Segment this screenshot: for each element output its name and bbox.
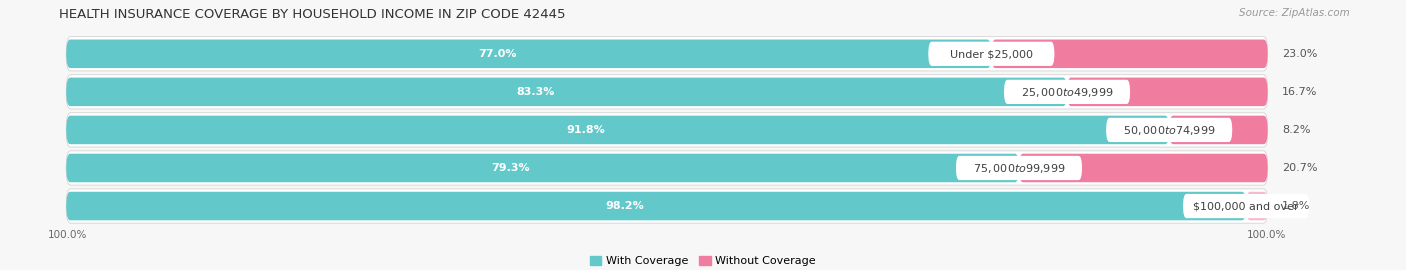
Text: Source: ZipAtlas.com: Source: ZipAtlas.com xyxy=(1239,8,1350,18)
FancyBboxPatch shape xyxy=(66,113,1268,147)
FancyBboxPatch shape xyxy=(1182,194,1309,218)
FancyBboxPatch shape xyxy=(1246,192,1268,220)
FancyBboxPatch shape xyxy=(66,154,1019,182)
Text: 1.8%: 1.8% xyxy=(1282,201,1310,211)
FancyBboxPatch shape xyxy=(1019,154,1268,182)
Text: 23.0%: 23.0% xyxy=(1282,49,1317,59)
FancyBboxPatch shape xyxy=(66,37,1268,71)
Text: $50,000 to $74,999: $50,000 to $74,999 xyxy=(1123,124,1215,137)
Text: 16.7%: 16.7% xyxy=(1282,87,1317,97)
FancyBboxPatch shape xyxy=(956,156,1083,180)
Text: 77.0%: 77.0% xyxy=(478,49,516,59)
Text: 83.3%: 83.3% xyxy=(516,87,554,97)
FancyBboxPatch shape xyxy=(991,39,1268,68)
FancyBboxPatch shape xyxy=(1004,80,1130,104)
Text: $75,000 to $99,999: $75,000 to $99,999 xyxy=(973,162,1066,175)
FancyBboxPatch shape xyxy=(1067,77,1268,106)
Text: 8.2%: 8.2% xyxy=(1282,125,1310,135)
Text: 79.3%: 79.3% xyxy=(492,163,530,173)
Text: 100.0%: 100.0% xyxy=(48,230,87,240)
Text: 100.0%: 100.0% xyxy=(1246,230,1285,240)
FancyBboxPatch shape xyxy=(928,42,1054,66)
Text: $25,000 to $49,999: $25,000 to $49,999 xyxy=(1021,86,1114,99)
FancyBboxPatch shape xyxy=(1170,116,1268,144)
FancyBboxPatch shape xyxy=(66,77,1067,106)
Text: HEALTH INSURANCE COVERAGE BY HOUSEHOLD INCOME IN ZIP CODE 42445: HEALTH INSURANCE COVERAGE BY HOUSEHOLD I… xyxy=(59,8,565,21)
Text: 98.2%: 98.2% xyxy=(605,201,644,211)
FancyBboxPatch shape xyxy=(1107,118,1232,142)
FancyBboxPatch shape xyxy=(66,151,1268,185)
FancyBboxPatch shape xyxy=(66,192,1246,220)
FancyBboxPatch shape xyxy=(66,116,1170,144)
Text: $100,000 and over: $100,000 and over xyxy=(1194,202,1299,212)
FancyBboxPatch shape xyxy=(66,189,1268,223)
Text: 20.7%: 20.7% xyxy=(1282,163,1317,173)
Legend: With Coverage, Without Coverage: With Coverage, Without Coverage xyxy=(586,252,820,270)
FancyBboxPatch shape xyxy=(66,75,1268,109)
Text: 91.8%: 91.8% xyxy=(567,125,606,135)
Text: Under $25,000: Under $25,000 xyxy=(950,49,1033,59)
FancyBboxPatch shape xyxy=(66,39,991,68)
